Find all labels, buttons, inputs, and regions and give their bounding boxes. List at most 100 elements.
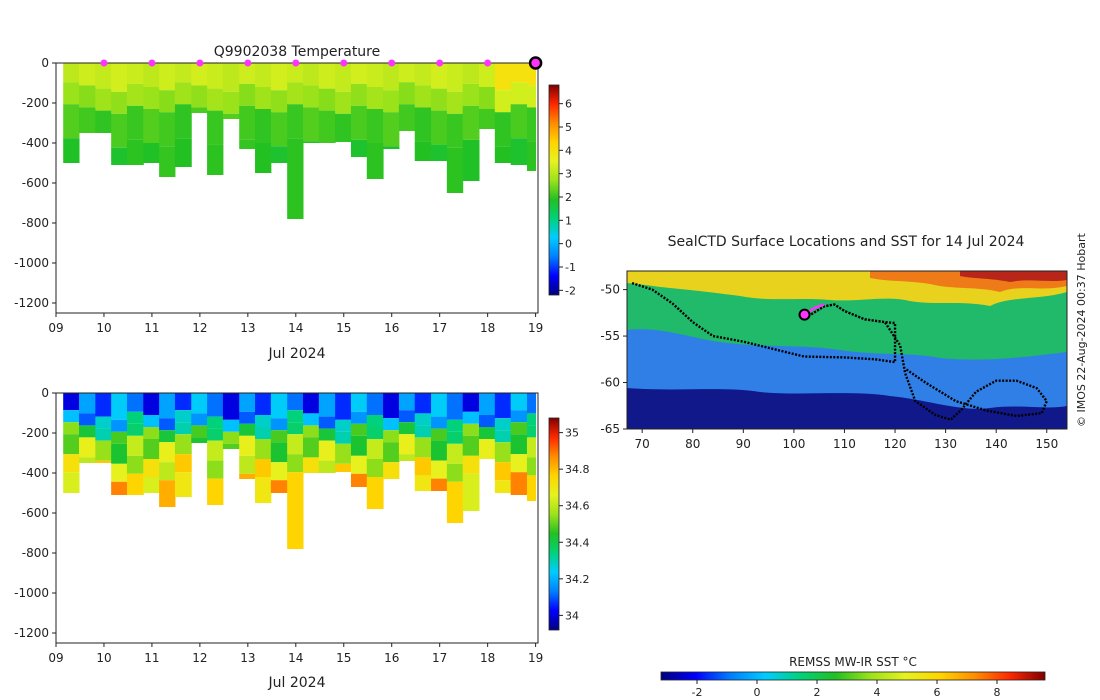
salinity-cell — [398, 422, 416, 435]
temperature-cell — [207, 144, 224, 175]
salinity-cell — [255, 439, 272, 459]
salinity-cell — [350, 435, 368, 456]
sst-colorbar-tick-label: 6 — [934, 686, 941, 699]
salinity-y-tick-label: -400 — [22, 466, 49, 480]
salinity-cell — [174, 422, 192, 435]
temperature-cell — [126, 83, 144, 106]
salinity-cell — [366, 393, 384, 415]
salinity-cell — [126, 393, 144, 412]
salinity-cell — [174, 410, 192, 423]
salinity-cell — [287, 434, 304, 455]
salinity-cell — [318, 393, 336, 417]
temperature-cell — [63, 82, 80, 105]
salinity-cell — [431, 478, 448, 491]
temperature-cell — [207, 110, 224, 145]
profile-marker — [244, 59, 252, 67]
salinity-x-tick-label: 17 — [432, 651, 447, 665]
salinity-cell — [95, 393, 112, 417]
sst-colorbar-tick-label: 8 — [994, 686, 1001, 699]
salinity-y-tick-label: 0 — [41, 386, 49, 400]
salinity-cell — [383, 430, 400, 443]
temperature-x-tick-label: 12 — [192, 321, 207, 335]
salinity-cell — [350, 455, 368, 474]
temperature-cell — [366, 63, 384, 87]
salinity-cell — [159, 462, 176, 481]
salinity-cell — [462, 423, 480, 436]
salinity-cell — [366, 427, 384, 439]
salinity-cell — [479, 439, 496, 459]
salinity-cell — [255, 415, 272, 427]
temperature-cell — [431, 144, 448, 161]
temperature-colorbar — [548, 84, 560, 296]
salinity-cell — [431, 393, 448, 417]
salinity-x-tick-label: 10 — [96, 651, 111, 665]
temperature-cell — [526, 63, 537, 86]
sst-colorbar-label: REMSS MW-IR SST °C — [789, 655, 917, 669]
salinity-cell — [462, 473, 480, 511]
map-y-tick-label: -60 — [600, 376, 620, 390]
temperature-cell — [302, 107, 320, 142]
salinity-cell — [414, 413, 432, 426]
temperature-cell — [79, 63, 96, 86]
salinity-cell — [287, 393, 304, 411]
salinity-x-tick-label: 11 — [144, 651, 159, 665]
temperature-cell — [510, 138, 528, 165]
temperature-cell — [479, 109, 496, 129]
temperature-cell — [239, 83, 256, 106]
salinity-colorbar-tick-label: 34.6 — [565, 500, 590, 513]
temperature-cell — [462, 105, 480, 140]
temperature-cell — [255, 109, 272, 143]
salinity-cell — [446, 481, 464, 523]
salinity-colorbar-tick-label: 34 — [565, 609, 579, 622]
salinity-cell — [174, 472, 192, 497]
salinity-x-tick-label: 15 — [336, 651, 351, 665]
temperature-colorbar-ticks: -2 -1 0 1 2 3 4 5 6 — [559, 98, 576, 297]
salinity-cell — [143, 459, 160, 477]
temperature-cell — [207, 88, 224, 111]
salinity-y-tick-label: -600 — [22, 506, 49, 520]
temperature-cell — [366, 143, 384, 179]
temperature-cell — [494, 90, 512, 113]
salinity-cell — [479, 415, 496, 427]
salinity-y-tick-label: -200 — [22, 426, 49, 440]
salinity-cell — [446, 431, 464, 444]
temperature-y-tick-label: -400 — [22, 136, 49, 150]
temperature-cell — [222, 63, 240, 92]
temperature-colorbar-tick-label: 1 — [565, 214, 572, 227]
temperature-cell — [383, 112, 400, 147]
temperature-cell — [255, 63, 272, 87]
temperature-cell — [494, 146, 512, 163]
salinity-cell — [350, 393, 368, 412]
salinity-cell — [462, 393, 480, 412]
sst-hottest-band — [960, 271, 1067, 282]
salinity-x-tick-label: 18 — [480, 651, 495, 665]
sst-colorbar — [660, 671, 1046, 681]
temperature-cell — [335, 113, 352, 142]
temperature-cell — [366, 87, 384, 109]
temperature-cell — [414, 63, 432, 86]
temperature-cell — [335, 91, 352, 114]
salinity-cell — [494, 480, 512, 493]
temperature-cell — [383, 63, 400, 91]
temperature-cell — [143, 143, 160, 163]
salinity-cell — [398, 454, 416, 461]
temperature-cell — [239, 139, 256, 149]
temperature-cell — [350, 83, 368, 106]
salinity-panel: 0 -200 -400 -600 -800 -1000 -1200 09 10 11 12 13 14… — [14, 386, 589, 691]
temperature-cell — [79, 107, 96, 133]
salinity-cell — [63, 422, 80, 435]
salinity-cell — [287, 454, 304, 473]
sst-colorbar-tick-label: -2 — [692, 686, 703, 699]
sst-colorbar-ticks: -2 0 2 4 6 8 — [692, 680, 1001, 699]
temperature-cell — [63, 138, 80, 163]
temperature-cell — [383, 90, 400, 113]
temperature-cell — [318, 110, 336, 143]
map-x-tick-label: 80 — [685, 437, 700, 451]
salinity-cell — [318, 416, 336, 429]
salinity-cell — [159, 480, 176, 507]
salinity-cell — [526, 413, 537, 426]
salinity-cells — [63, 393, 537, 549]
salinity-cell — [255, 427, 272, 439]
map-x-tick-label: 150 — [1035, 437, 1058, 451]
temperature-cell — [255, 143, 272, 173]
